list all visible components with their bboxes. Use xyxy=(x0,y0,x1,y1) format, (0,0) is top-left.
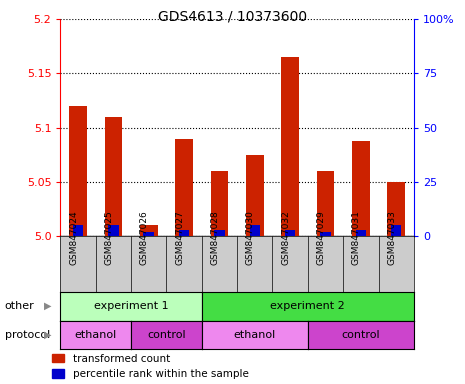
Text: other: other xyxy=(5,301,34,311)
Text: GDS4613 / 10373600: GDS4613 / 10373600 xyxy=(158,10,307,23)
Bar xyxy=(179,230,189,236)
Bar xyxy=(391,225,401,236)
Text: GSM847027: GSM847027 xyxy=(175,210,184,265)
Bar xyxy=(211,171,228,236)
Bar xyxy=(175,139,193,236)
Text: protocol: protocol xyxy=(5,330,50,340)
Bar xyxy=(214,230,225,236)
Text: control: control xyxy=(341,330,380,340)
Bar xyxy=(105,117,122,236)
Legend: transformed count, percentile rank within the sample: transformed count, percentile rank withi… xyxy=(52,354,248,379)
Bar xyxy=(285,230,295,236)
Text: GSM847028: GSM847028 xyxy=(211,210,219,265)
Bar xyxy=(250,225,260,236)
Text: ethanol: ethanol xyxy=(234,330,276,340)
Text: GSM847031: GSM847031 xyxy=(352,210,361,265)
Bar xyxy=(108,225,119,236)
Bar xyxy=(69,106,87,236)
Bar xyxy=(356,230,366,236)
Bar xyxy=(320,232,331,236)
Text: GSM847024: GSM847024 xyxy=(69,210,78,265)
Bar xyxy=(387,182,405,236)
Bar xyxy=(352,141,370,236)
Bar xyxy=(281,57,299,236)
Text: GSM847029: GSM847029 xyxy=(317,210,326,265)
Bar xyxy=(140,225,158,236)
Text: GSM847026: GSM847026 xyxy=(140,210,149,265)
Text: ▶: ▶ xyxy=(44,301,52,311)
Bar xyxy=(246,155,264,236)
Text: GSM847030: GSM847030 xyxy=(246,210,255,265)
Text: experiment 1: experiment 1 xyxy=(94,301,168,311)
Text: ethanol: ethanol xyxy=(75,330,117,340)
Text: experiment 2: experiment 2 xyxy=(271,301,345,311)
Bar xyxy=(73,225,83,236)
Text: GSM847033: GSM847033 xyxy=(387,210,396,265)
Bar xyxy=(317,171,334,236)
Text: GSM847032: GSM847032 xyxy=(281,210,290,265)
Text: GSM847025: GSM847025 xyxy=(105,210,113,265)
Bar xyxy=(144,232,154,236)
Text: ▶: ▶ xyxy=(44,330,52,340)
Text: control: control xyxy=(147,330,186,340)
